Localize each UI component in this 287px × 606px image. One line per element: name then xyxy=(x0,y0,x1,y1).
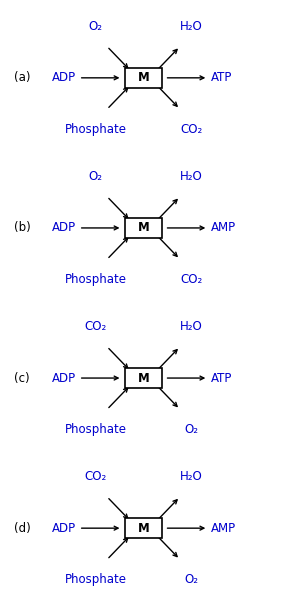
Text: CO₂: CO₂ xyxy=(180,123,202,136)
Text: ATP: ATP xyxy=(211,371,232,385)
Text: Phosphate: Phosphate xyxy=(65,123,127,136)
Text: M: M xyxy=(138,72,149,84)
Text: (a): (a) xyxy=(14,72,30,84)
Text: O₂: O₂ xyxy=(184,573,198,586)
Text: H₂O: H₂O xyxy=(180,320,203,333)
Text: CO₂: CO₂ xyxy=(85,320,107,333)
Text: M: M xyxy=(138,371,149,385)
Text: (c): (c) xyxy=(14,371,30,385)
Text: ADP: ADP xyxy=(52,221,76,235)
Text: ADP: ADP xyxy=(52,522,76,534)
Text: ATP: ATP xyxy=(211,72,232,84)
Text: O₂: O₂ xyxy=(184,423,198,436)
Bar xyxy=(125,368,162,388)
Text: M: M xyxy=(138,522,149,534)
Text: (d): (d) xyxy=(14,522,31,534)
Text: CO₂: CO₂ xyxy=(180,273,202,286)
Text: AMP: AMP xyxy=(211,221,236,235)
Text: H₂O: H₂O xyxy=(180,20,203,33)
Text: ADP: ADP xyxy=(52,72,76,84)
Text: H₂O: H₂O xyxy=(180,170,203,183)
Text: (b): (b) xyxy=(14,221,31,235)
Text: ADP: ADP xyxy=(52,371,76,385)
Bar xyxy=(125,518,162,538)
Text: Phosphate: Phosphate xyxy=(65,573,127,586)
Text: M: M xyxy=(138,221,149,235)
Text: O₂: O₂ xyxy=(89,20,103,33)
Text: O₂: O₂ xyxy=(89,170,103,183)
Text: H₂O: H₂O xyxy=(180,470,203,483)
Bar xyxy=(125,68,162,88)
Text: Phosphate: Phosphate xyxy=(65,423,127,436)
Text: CO₂: CO₂ xyxy=(85,470,107,483)
Text: Phosphate: Phosphate xyxy=(65,273,127,286)
Bar xyxy=(125,218,162,238)
Text: AMP: AMP xyxy=(211,522,236,534)
